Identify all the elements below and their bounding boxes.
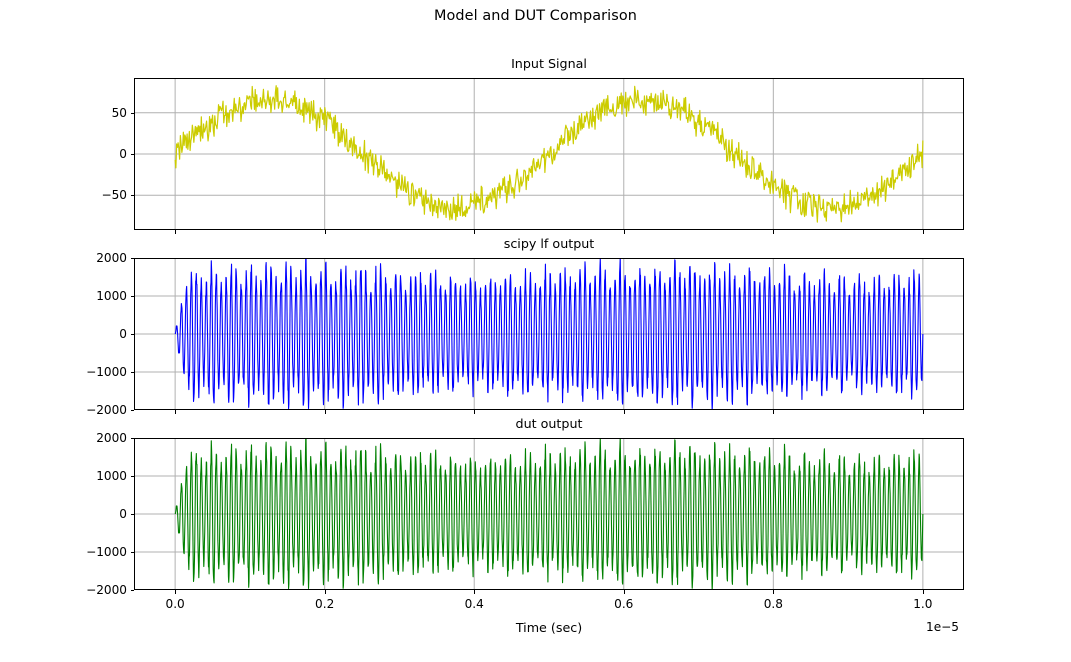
y-tickmark: [130, 334, 134, 335]
y-tickmark: [130, 410, 134, 411]
y-tick-label: 1000: [96, 469, 127, 483]
plot-canvas-input-signal: [134, 78, 964, 230]
x-tickmark: [623, 410, 625, 414]
y-tickmark: [130, 590, 134, 591]
y-tick-label: −2000: [86, 583, 127, 597]
data-series-scipy-lf-output: [174, 258, 924, 410]
x-axis-offset-text: 1e−5: [926, 620, 959, 634]
x-tick-label: 0.4: [464, 597, 484, 611]
x-tickmark: [773, 410, 775, 414]
y-tickmark: [130, 438, 134, 439]
y-tickmark: [130, 552, 134, 553]
subplot-title-scipy-lf-output: scipy lf output: [503, 236, 595, 251]
y-tick-label: 50: [111, 105, 127, 120]
x-tickmark: [474, 230, 476, 234]
x-tickmark: [175, 410, 177, 414]
y-tickmark: [130, 112, 134, 114]
axes-scipy-lf-output: scipy lf output −2000 −1000 0 1000 2000: [86, 236, 964, 417]
y-tick-label: −1000: [86, 365, 127, 379]
y-tick-label: 2000: [96, 251, 127, 265]
y-tick-label: −1000: [86, 545, 127, 559]
subplot-title-input-signal: Input Signal: [511, 56, 587, 71]
x-tickmark: [773, 590, 775, 594]
y-tickmark: [130, 195, 134, 197]
x-tick-label: 0.2: [315, 597, 335, 611]
y-tickmark: [130, 296, 134, 297]
y-tickmark: [130, 372, 134, 373]
x-tickmark: [324, 590, 326, 594]
plot-canvas-dut-output: [134, 438, 964, 590]
x-tickmark: [922, 410, 924, 414]
x-tick-label: 0.8: [763, 597, 783, 611]
data-series-input-signal: [174, 85, 924, 223]
y-tickmark: [130, 154, 134, 155]
x-tickmark: [175, 230, 177, 234]
x-axis-label: Time (sec): [515, 620, 583, 635]
x-tickmark: [474, 410, 476, 414]
y-tick-label: 0: [119, 327, 127, 341]
x-tickmark: [175, 590, 177, 594]
data-series-dut-output: [174, 438, 924, 590]
y-tickmark: [130, 258, 134, 259]
x-tickmark: [474, 590, 476, 594]
y-tick-label: 0: [119, 147, 127, 161]
subplot-title-dut-output: dut output: [515, 416, 583, 431]
y-tick-label: 1000: [96, 289, 127, 303]
plot-canvas-scipy-lf-output: [134, 258, 964, 410]
x-tick-label: 0.0: [165, 597, 185, 611]
x-tick-label: 1.0: [913, 597, 933, 611]
y-tick-label: −2000: [86, 403, 127, 417]
x-tick-label: 0.6: [614, 597, 634, 611]
y-tickmark: [130, 514, 134, 515]
x-tickmark: [324, 410, 326, 414]
axes-dut-output: dut output −2000 −1000 0 1000 2000 0.0 0.2 0.4 0.…: [86, 416, 964, 635]
y-tick-label: −50: [101, 188, 127, 203]
y-tick-label: 2000: [96, 431, 127, 445]
y-tick-label: 0: [119, 507, 127, 521]
x-tickmark: [324, 230, 326, 234]
gridlines: [134, 78, 964, 230]
figure-title: Model and DUT Comparison: [434, 8, 637, 24]
x-tickmark: [922, 590, 924, 594]
x-tickmark: [623, 230, 625, 234]
x-tickmark: [623, 590, 625, 594]
axes-input-signal: Input Signal −50 0 50: [101, 56, 964, 234]
x-tickmark: [922, 230, 924, 234]
x-tickmark: [773, 230, 775, 234]
y-tickmark: [130, 476, 134, 477]
